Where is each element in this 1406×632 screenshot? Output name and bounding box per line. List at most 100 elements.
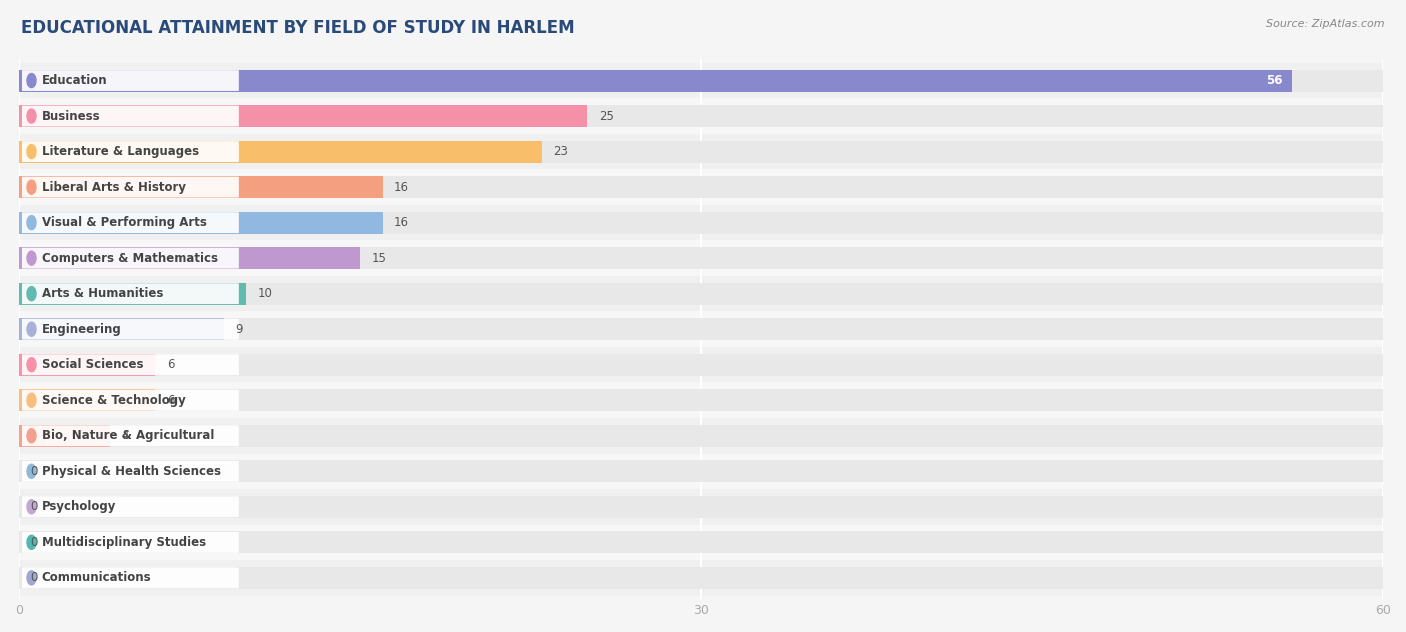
- Bar: [20, 212, 382, 234]
- Text: Liberal Arts & History: Liberal Arts & History: [42, 181, 186, 193]
- Bar: [20, 425, 1384, 447]
- FancyBboxPatch shape: [22, 461, 239, 482]
- Bar: [20, 70, 1292, 92]
- FancyBboxPatch shape: [22, 248, 239, 269]
- Bar: [20, 489, 1384, 525]
- FancyBboxPatch shape: [22, 496, 239, 517]
- Text: 10: 10: [257, 287, 273, 300]
- Text: EDUCATIONAL ATTAINMENT BY FIELD OF STUDY IN HARLEM: EDUCATIONAL ATTAINMENT BY FIELD OF STUDY…: [21, 19, 575, 37]
- Text: 25: 25: [599, 109, 613, 123]
- Circle shape: [27, 180, 37, 194]
- Text: 16: 16: [394, 181, 409, 193]
- Bar: [20, 247, 360, 269]
- Text: Education: Education: [42, 74, 107, 87]
- Bar: [20, 276, 1384, 312]
- Bar: [20, 176, 1384, 198]
- Text: 9: 9: [235, 323, 242, 336]
- Text: Literature & Languages: Literature & Languages: [42, 145, 198, 158]
- Bar: [20, 560, 1384, 595]
- Circle shape: [27, 73, 37, 88]
- Text: Science & Technology: Science & Technology: [42, 394, 186, 407]
- Bar: [20, 176, 382, 198]
- Bar: [20, 525, 1384, 560]
- Bar: [20, 354, 1384, 375]
- FancyBboxPatch shape: [22, 355, 239, 375]
- FancyBboxPatch shape: [22, 177, 239, 198]
- Circle shape: [27, 251, 37, 265]
- FancyBboxPatch shape: [22, 106, 239, 126]
- Bar: [20, 312, 1384, 347]
- Bar: [20, 169, 1384, 205]
- Circle shape: [27, 358, 37, 372]
- Bar: [20, 247, 1384, 269]
- Text: Bio, Nature & Agricultural: Bio, Nature & Agricultural: [42, 429, 214, 442]
- Bar: [20, 283, 1384, 305]
- Circle shape: [27, 500, 37, 514]
- Bar: [20, 318, 224, 340]
- Bar: [20, 382, 1384, 418]
- Circle shape: [27, 571, 37, 585]
- Text: Communications: Communications: [42, 571, 152, 585]
- Circle shape: [27, 287, 37, 301]
- Bar: [20, 354, 156, 375]
- Bar: [20, 389, 156, 411]
- Bar: [20, 212, 1384, 234]
- Bar: [20, 283, 246, 305]
- Bar: [20, 389, 1384, 411]
- FancyBboxPatch shape: [22, 532, 239, 553]
- Text: 23: 23: [553, 145, 568, 158]
- Bar: [20, 205, 1384, 240]
- Bar: [20, 567, 1384, 589]
- Text: 56: 56: [1267, 74, 1284, 87]
- Circle shape: [27, 465, 37, 478]
- Text: Computers & Mathematics: Computers & Mathematics: [42, 252, 218, 265]
- Bar: [20, 70, 1384, 92]
- Bar: [20, 347, 1384, 382]
- Bar: [20, 99, 1384, 134]
- Bar: [20, 318, 1384, 340]
- Text: Multidisciplinary Studies: Multidisciplinary Studies: [42, 536, 205, 549]
- Text: Psychology: Psychology: [42, 501, 117, 513]
- Text: 6: 6: [167, 358, 174, 371]
- FancyBboxPatch shape: [22, 141, 239, 162]
- Circle shape: [27, 428, 37, 443]
- Text: 0: 0: [31, 536, 38, 549]
- Bar: [20, 105, 1384, 127]
- FancyBboxPatch shape: [22, 319, 239, 339]
- Bar: [20, 240, 1384, 276]
- Text: Arts & Humanities: Arts & Humanities: [42, 287, 163, 300]
- Text: 15: 15: [371, 252, 387, 265]
- Text: Source: ZipAtlas.com: Source: ZipAtlas.com: [1267, 19, 1385, 29]
- Text: Social Sciences: Social Sciences: [42, 358, 143, 371]
- Bar: [20, 460, 1384, 482]
- Circle shape: [27, 109, 37, 123]
- Bar: [20, 454, 1384, 489]
- Text: 6: 6: [167, 394, 174, 407]
- Circle shape: [27, 393, 37, 407]
- Bar: [20, 495, 1384, 518]
- Circle shape: [27, 216, 37, 229]
- Circle shape: [27, 322, 37, 336]
- Text: 0: 0: [31, 501, 38, 513]
- Bar: [20, 105, 588, 127]
- Text: Engineering: Engineering: [42, 323, 121, 336]
- Bar: [20, 418, 1384, 454]
- FancyBboxPatch shape: [22, 425, 239, 446]
- FancyBboxPatch shape: [22, 70, 239, 91]
- Bar: [20, 140, 1384, 162]
- FancyBboxPatch shape: [22, 568, 239, 588]
- FancyBboxPatch shape: [22, 212, 239, 233]
- FancyBboxPatch shape: [22, 283, 239, 304]
- Text: 0: 0: [31, 571, 38, 585]
- Circle shape: [27, 535, 37, 549]
- Text: 4: 4: [121, 429, 129, 442]
- Bar: [20, 63, 1384, 99]
- Circle shape: [27, 145, 37, 159]
- Bar: [20, 532, 1384, 554]
- Bar: [20, 134, 1384, 169]
- Bar: [20, 140, 541, 162]
- Text: 0: 0: [31, 465, 38, 478]
- Text: Business: Business: [42, 109, 100, 123]
- FancyBboxPatch shape: [22, 390, 239, 411]
- Text: Physical & Health Sciences: Physical & Health Sciences: [42, 465, 221, 478]
